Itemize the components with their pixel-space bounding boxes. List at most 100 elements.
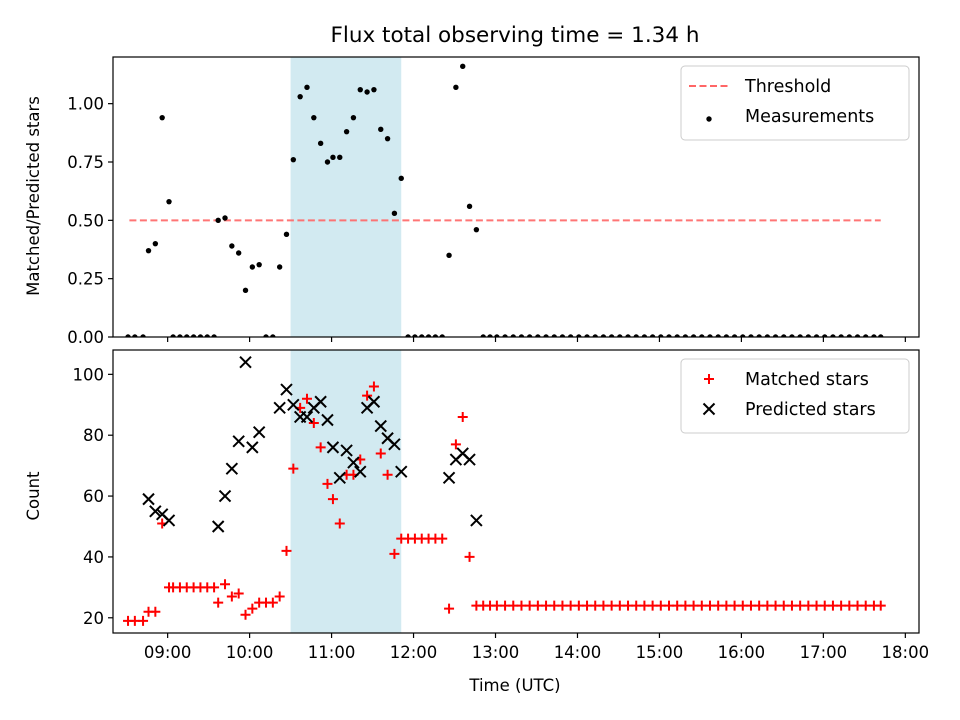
top-point-0-97	[838, 334, 844, 337]
top-point-0-11	[197, 334, 204, 337]
top-point-0-77	[674, 334, 680, 337]
top-y-tick-label-4: 1.00	[67, 95, 104, 114]
matched-point-38	[375, 448, 386, 459]
top-point-0-10	[190, 334, 197, 337]
top-point-0-71	[625, 334, 631, 337]
x-axis-label: Time (UTC)	[468, 676, 560, 695]
top-point-0-94	[813, 334, 820, 337]
predicted-point-17	[314, 395, 327, 408]
x-tick-label-7: 16:00	[718, 643, 766, 662]
predicted-point-7	[232, 435, 245, 448]
predicted-point-6	[225, 462, 239, 475]
legend-predicted-swatch	[702, 402, 716, 416]
top-point-0-96	[830, 334, 836, 337]
matched-point-50	[457, 411, 468, 422]
top-point-0-63	[559, 334, 566, 337]
top-point-0-69	[608, 334, 615, 337]
top-point-0-99	[854, 334, 861, 337]
x-tick-label-4: 13:00	[472, 643, 520, 662]
top-point-0-58	[518, 334, 525, 337]
top-point-0-86	[748, 334, 754, 337]
top-point-0-89	[772, 334, 779, 337]
top-axes-frame	[112, 56, 920, 338]
top-point-0-60	[535, 334, 541, 337]
bottom-y-tick-label-3: 80	[83, 426, 104, 445]
matched-point-47	[437, 533, 448, 544]
bottom-legend: Matched stars Predicted stars	[680, 358, 910, 434]
matched-point-49	[450, 439, 461, 450]
matched-point-17	[233, 588, 244, 599]
top-point-0-19	[249, 264, 256, 270]
predicted-point-18	[321, 413, 334, 427]
matched-point-13	[209, 582, 220, 593]
top-point-0-6	[166, 198, 172, 205]
matched-point-29	[315, 442, 326, 453]
top-point-0-43	[412, 334, 418, 337]
bottom-y-tick-label-0: 20	[83, 609, 104, 628]
top-point-0-62	[551, 334, 557, 337]
top-legend-label-1: Measurements	[745, 107, 874, 127]
predicted-point-8	[239, 355, 252, 369]
predicted-point-11	[273, 401, 286, 415]
top-point-0-85	[740, 334, 746, 337]
matched-point-32	[334, 518, 345, 529]
top-point-0-79	[690, 334, 697, 337]
top-point-0-21	[263, 334, 269, 337]
bottom-y-tick-label-2: 60	[83, 487, 104, 506]
top-point-0-39	[384, 135, 391, 142]
matched-point-30	[322, 478, 333, 489]
predicted-point-22	[347, 456, 360, 469]
bottom-y-tick-label-4: 100	[73, 365, 105, 384]
matched-point-36	[362, 390, 373, 401]
top-point-0-68	[600, 334, 607, 337]
matched-point-19	[247, 603, 258, 614]
top-shaded-interval	[290, 57, 402, 337]
top-point-0-65	[576, 334, 582, 337]
top-point-0-74	[649, 334, 656, 337]
matched-point-2	[138, 615, 149, 626]
top-point-0-73	[641, 334, 648, 337]
top-point-0-46	[432, 334, 439, 337]
top-point-0-91	[789, 334, 795, 337]
top-point-0-52	[473, 226, 480, 233]
top-panel: Flux total observing time = 1.34 h Match…	[24, 23, 920, 347]
top-point-0-95	[822, 334, 828, 337]
top-legend-label-0: Threshold	[744, 77, 831, 97]
top-point-0-0	[125, 334, 131, 337]
top-point-0-9	[184, 334, 190, 337]
top-point-0-17	[235, 250, 242, 256]
top-plot-area: 0.00 0.25 0.50 0.75 1.00 Threshold Measurement…	[67, 56, 920, 347]
top-point-0-27	[304, 84, 310, 91]
x-tick-label-9: 18:00	[882, 643, 930, 662]
predicted-point-30	[442, 471, 456, 485]
top-point-0-57	[510, 334, 516, 337]
top-point-0-53	[480, 334, 486, 337]
top-point-0-34	[350, 114, 357, 121]
matched-point-37	[368, 381, 379, 392]
top-point-0-5	[159, 114, 165, 121]
top-point-0-7	[170, 334, 176, 337]
top-point-0-28	[311, 114, 317, 121]
predicted-point-23	[354, 465, 367, 478]
top-point-0-90	[781, 334, 787, 337]
bottom-y-tick-label-1: 40	[83, 548, 104, 567]
top-point-0-1	[132, 334, 138, 337]
top-point-0-70	[617, 334, 623, 337]
matched-point-14	[213, 597, 224, 608]
predicted-point-21	[340, 444, 353, 457]
top-point-0-48	[446, 252, 452, 259]
top-y-tick-label-3: 0.75	[67, 153, 104, 172]
x-tick-label-0: 09:00	[144, 643, 192, 662]
predicted-point-19	[326, 441, 340, 454]
x-tick-label-8: 17:00	[800, 643, 848, 662]
predicted-point-33	[463, 453, 476, 466]
matched-point-18	[240, 609, 251, 620]
legend-measurements-swatch	[706, 116, 712, 122]
top-point-0-67	[592, 334, 598, 337]
predicted-point-15	[300, 410, 314, 424]
top-y-tick-label-2: 0.50	[67, 211, 104, 230]
matched-point-40	[389, 548, 400, 559]
x-tick-label-2: 11:00	[308, 643, 356, 662]
matched-point-48	[444, 603, 455, 614]
